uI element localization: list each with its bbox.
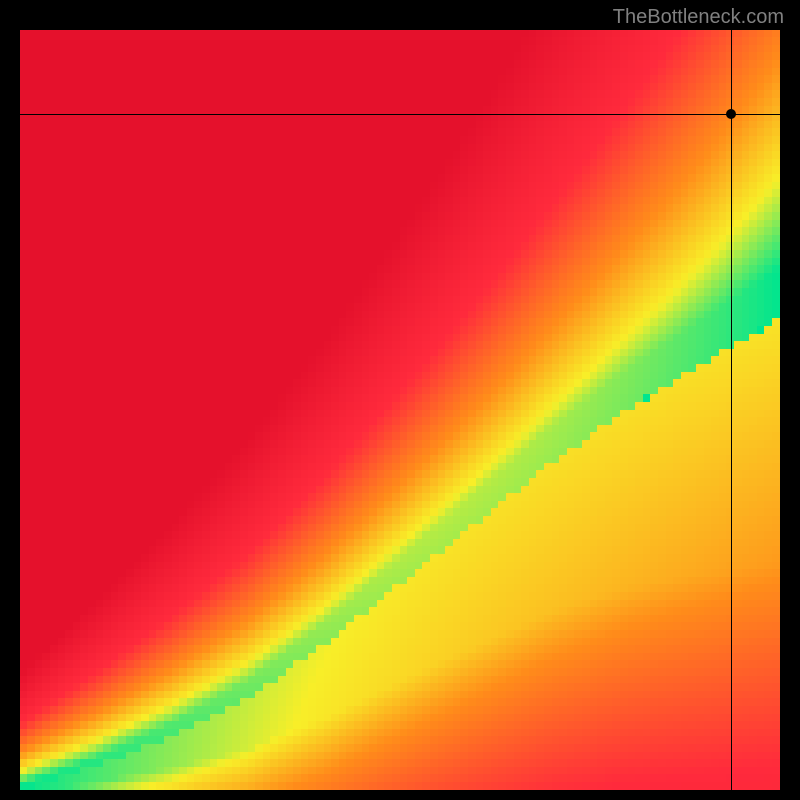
crosshair-vertical <box>731 30 732 790</box>
plot-area <box>20 30 780 790</box>
heatmap-canvas <box>20 30 780 790</box>
crosshair-horizontal <box>20 114 780 115</box>
watermark-text: TheBottleneck.com <box>613 6 784 29</box>
crosshair-marker <box>726 109 736 119</box>
